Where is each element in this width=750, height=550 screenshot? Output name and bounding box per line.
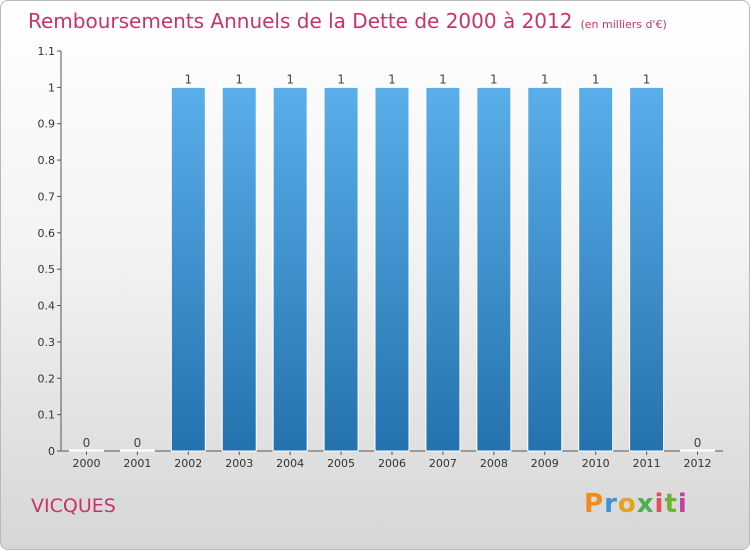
x-tick-label-2012: 2012 <box>684 457 712 470</box>
value-label-2007: 1 <box>439 72 447 86</box>
y-tick-label: 1 <box>48 81 55 94</box>
y-tick-label: 0.6 <box>38 227 56 240</box>
bar-2004 <box>272 86 308 452</box>
y-tick-label: 0.9 <box>38 118 56 131</box>
chart-unit: (en milliers d'€) <box>580 18 667 31</box>
logo-letter: P <box>584 489 605 519</box>
value-label-2003: 1 <box>235 72 243 86</box>
bar-2006 <box>374 86 410 452</box>
chart-title: Remboursements Annuels de la Dette de 20… <box>28 9 667 33</box>
y-tick-label: 0 <box>48 445 55 458</box>
x-tick-label-2008: 2008 <box>480 457 508 470</box>
value-label-2009: 1 <box>541 72 549 86</box>
bar-2008 <box>476 86 512 452</box>
commune-name: VICQUES <box>31 495 116 517</box>
value-label-2001: 0 <box>134 436 142 450</box>
y-tick-label: 0.7 <box>38 190 56 203</box>
y-tick-label: 0.8 <box>38 154 56 167</box>
x-tick-label-2002: 2002 <box>174 457 202 470</box>
bar-2005 <box>323 86 359 452</box>
logo-letter: r <box>604 489 618 519</box>
y-tick-label: 1.1 <box>38 45 56 58</box>
bar-2011 <box>629 86 665 452</box>
y-tick-label: 0.1 <box>38 409 56 422</box>
bar-2012 <box>680 449 716 452</box>
value-label-2000: 0 <box>83 436 91 450</box>
bar-2001 <box>119 449 155 452</box>
value-label-2008: 1 <box>490 72 498 86</box>
y-tick-label: 0.3 <box>38 336 56 349</box>
proxiti-logo: Proxiti <box>584 489 688 519</box>
bar-2007 <box>425 86 461 452</box>
logo-letter: t <box>664 489 678 519</box>
bar-2003 <box>221 86 257 452</box>
y-tick-label: 0.5 <box>38 263 56 276</box>
y-tick-label: 0.2 <box>38 372 56 385</box>
x-tick-label-2010: 2010 <box>582 457 610 470</box>
value-label-2012: 0 <box>694 436 702 450</box>
bar-2010 <box>578 86 614 452</box>
x-tick-label-2000: 2000 <box>72 457 100 470</box>
x-tick-label-2006: 2006 <box>378 457 406 470</box>
y-tick-label: 0.4 <box>38 300 56 313</box>
chart-labels: 2000 0 2001 0 2002 1 2003 1 2004 1 2005 1 2006 1 2007 1… <box>72 72 711 470</box>
bar-2002 <box>170 86 206 452</box>
bar-2000 <box>68 449 104 452</box>
value-label-2005: 1 <box>337 72 345 86</box>
value-label-2011: 1 <box>643 72 651 86</box>
chart-title-text: Remboursements Annuels de la Dette de 20… <box>28 9 573 33</box>
logo-letter: i <box>677 489 688 519</box>
x-tick-label-2011: 2011 <box>633 457 661 470</box>
value-label-2006: 1 <box>388 72 396 86</box>
value-label-2002: 1 <box>184 72 192 86</box>
x-tick-label-2005: 2005 <box>327 457 355 470</box>
logo-letter: i <box>654 489 665 519</box>
x-tick-label-2009: 2009 <box>531 457 559 470</box>
bar-2009 <box>527 86 563 452</box>
chart-bars <box>68 86 716 452</box>
value-label-2010: 1 <box>592 72 600 86</box>
logo-letter: x <box>636 489 655 519</box>
x-tick-label-2001: 2001 <box>123 457 151 470</box>
x-tick-label-2007: 2007 <box>429 457 457 470</box>
value-label-2004: 1 <box>286 72 294 86</box>
x-tick-label-2004: 2004 <box>276 457 304 470</box>
logo-letter: o <box>617 489 637 519</box>
x-tick-label-2003: 2003 <box>225 457 253 470</box>
